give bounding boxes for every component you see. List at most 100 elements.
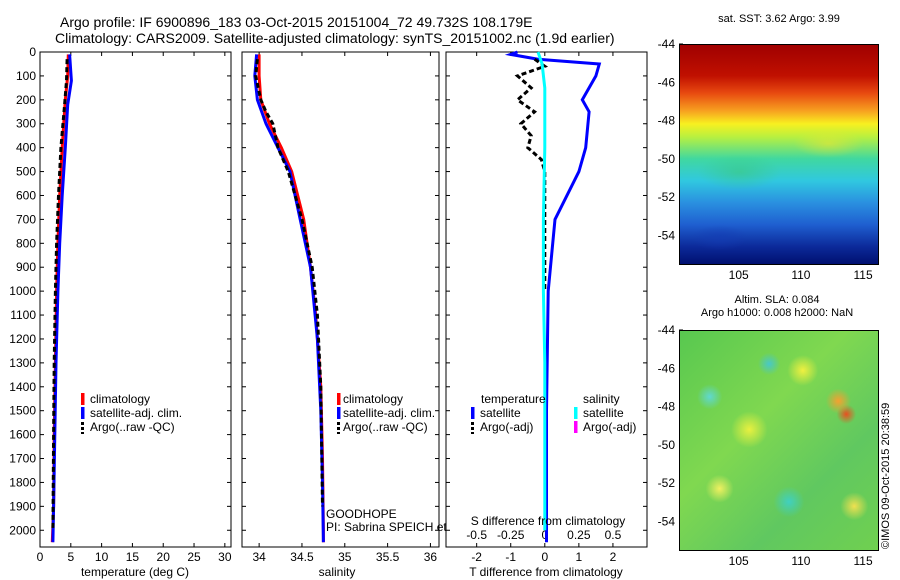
salinity-x-label: salinity xyxy=(319,565,356,579)
temperature-x-axis: 0 5 10 15 20 25 30 xyxy=(37,52,232,564)
y-tick-label: 100 xyxy=(16,69,36,83)
sla-map xyxy=(679,330,879,551)
x-tick-label-salinity: -0.5 xyxy=(466,528,487,542)
legend-label-s-argo: Argo(-adj) xyxy=(583,420,636,434)
legend-label-satellite: satellite-adj. clim. xyxy=(343,406,435,420)
x-tick-label: 0 xyxy=(541,550,548,564)
y-tick-label: 1200 xyxy=(9,332,36,346)
y-tick-label: 600 xyxy=(16,188,36,202)
map-x-tick-label: 115 xyxy=(854,268,873,282)
y-tick-label: 1500 xyxy=(9,404,36,418)
legend-label-climatology: climatology xyxy=(90,392,150,406)
x-tick-label: 0 xyxy=(37,550,44,564)
temperature-axes-frame xyxy=(39,51,232,548)
map-y-tick-label: -48 xyxy=(658,400,676,414)
legend-swatch-s-satellite xyxy=(574,407,578,419)
figure-title-line2: Climatology: CARS2009. Satellite-adjuste… xyxy=(55,30,615,46)
legend-swatch-t-satellite xyxy=(471,407,475,419)
y-tick-label: 1800 xyxy=(9,475,36,489)
legend-label-t-argo: Argo(-adj) xyxy=(480,420,533,434)
x-tick-label-salinity: 0.25 xyxy=(567,528,591,542)
map-x-tick-label: 105 xyxy=(729,554,749,568)
series-line-t-satellite xyxy=(504,50,602,543)
x-tick-label-salinity: -0.25 xyxy=(497,528,525,542)
depth-axis: 0 100 200 300 400 500 600 700 800 900 1000 1100 1200… xyxy=(9,45,231,537)
salinity-panel: 34 34.5 35 35.5 36 climatology satellite-adj… xyxy=(241,51,529,579)
difference-depth-ticks xyxy=(446,51,647,531)
series-line-t-argo-adj- xyxy=(514,57,549,292)
t-difference-label: T difference from climatology xyxy=(469,565,623,579)
map-y-tick-label: -44 xyxy=(658,323,676,337)
y-tick-label: 1600 xyxy=(9,428,36,442)
legend-label-satellite: satellite-adj. clim. xyxy=(90,406,182,420)
y-tick-label: 400 xyxy=(16,141,36,155)
map-y-tick-label: -46 xyxy=(658,75,676,89)
salinity-x-axis: 34 34.5 35 35.5 36 xyxy=(252,52,437,564)
difference-legend: temperature salinity satellite Argo(-adj… xyxy=(471,392,636,434)
map-y-tick-label: -54 xyxy=(658,514,676,528)
series-line-argo-raw-qc- xyxy=(254,59,324,507)
y-tick-label: 500 xyxy=(16,165,36,179)
sst-map xyxy=(679,44,879,265)
x-tick-label: 34 xyxy=(252,550,266,564)
map-y-tick-label: -54 xyxy=(658,228,676,242)
map-y-tick-label: -52 xyxy=(658,476,676,490)
temperature-series xyxy=(50,54,73,543)
map-y-tick-label: -44 xyxy=(658,37,676,51)
y-tick-label: 1300 xyxy=(9,356,36,370)
salinity-series xyxy=(253,54,325,543)
salinity-difference-x-axis: -0.5 -0.25 0 0.25 0.5 xyxy=(466,528,621,542)
salinity-depth-ticks xyxy=(242,51,439,531)
x-tick-label: 34.5 xyxy=(290,550,314,564)
map-y-tick-label: -50 xyxy=(658,152,676,166)
series-line-s-satellite xyxy=(536,51,547,531)
legend-header-temperature: temperature xyxy=(481,392,546,406)
x-tick-label: 25 xyxy=(187,550,201,564)
map-y-tick-label: -46 xyxy=(658,361,676,375)
temperature-legend: climatology satellite-adj. clim. Argo(..… xyxy=(81,392,182,434)
difference-x-axis: -2 -1 0 1 2 xyxy=(471,52,617,564)
x-tick-label: -1 xyxy=(505,550,516,564)
y-tick-label: 0 xyxy=(29,45,36,59)
difference-panel: -2 -1 0 1 2 -0.5 -0.25 0 0.25 0.5 temperature sa… xyxy=(445,50,648,579)
x-tick-label: -2 xyxy=(471,550,482,564)
legend-label-t-satellite: satellite xyxy=(480,406,521,420)
map-y-tick-label: -50 xyxy=(658,438,676,452)
y-tick-label: 1000 xyxy=(9,284,36,298)
series-line-satellite-adj-clim- xyxy=(51,54,73,543)
x-tick-label-salinity: 0 xyxy=(541,528,548,542)
x-tick-label: 10 xyxy=(95,550,109,564)
map-x-tick-label: 110 xyxy=(791,554,810,568)
map-x-tick-label: 110 xyxy=(791,268,810,282)
x-tick-label: 36 xyxy=(424,550,438,564)
x-tick-label-salinity: 0.5 xyxy=(605,528,622,542)
x-tick-label: 1 xyxy=(576,550,583,564)
x-tick-label: 15 xyxy=(126,550,140,564)
y-tick-label: 700 xyxy=(16,212,36,226)
sla-map-title-line2: Argo h1000: 0.008 h2000: NaN xyxy=(701,307,853,319)
copyright-stamp: ©IMOS 09-Oct-2015 20:38:59 xyxy=(880,402,892,549)
legend-swatch-s-argo xyxy=(574,421,578,433)
series-line-argo-raw-qc- xyxy=(51,59,69,531)
difference-series xyxy=(504,50,602,543)
sst-map-axes: -44 -46 -48 -50 -52 -54 105 110 115 xyxy=(658,37,873,282)
x-tick-label: 35.5 xyxy=(376,550,400,564)
sla-map-axes: -44 -46 -48 -50 -52 -54 105 110 115 xyxy=(658,323,873,568)
y-tick-label: 300 xyxy=(16,117,36,131)
legend-header-salinity: salinity xyxy=(583,392,620,406)
y-tick-label: 800 xyxy=(16,236,36,250)
y-tick-label: 1400 xyxy=(9,380,36,394)
legend-label-climatology: climatology xyxy=(343,392,403,406)
x-tick-label: 20 xyxy=(157,550,171,564)
sst-map-title: sat. SST: 3.62 Argo: 3.99 xyxy=(718,13,840,25)
series-line-satellite-adj-clim- xyxy=(253,54,325,543)
legend-swatch-satellite xyxy=(337,407,341,419)
x-tick-label: 30 xyxy=(218,550,232,564)
y-tick-label: 900 xyxy=(16,260,36,274)
legend-swatch-climatology xyxy=(81,393,85,405)
x-tick-label: 35 xyxy=(338,550,352,564)
y-tick-label: 200 xyxy=(16,93,36,107)
legend-swatch-satellite xyxy=(81,407,85,419)
sla-map-title-line1: Altim. SLA: 0.084 xyxy=(735,294,820,306)
